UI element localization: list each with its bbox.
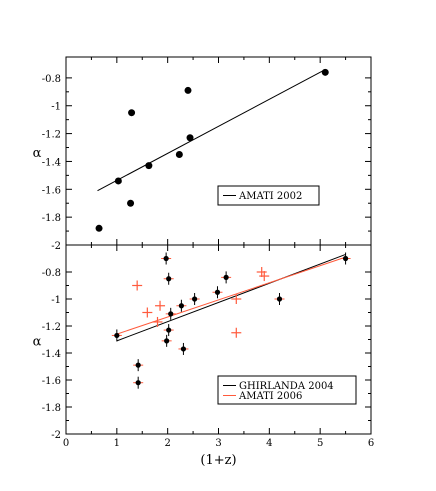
y-tick-label: -1.2 bbox=[42, 130, 61, 141]
x-tick-label: 4 bbox=[266, 438, 272, 449]
y-tick-label: -1.8 bbox=[42, 213, 61, 224]
data-point bbox=[95, 224, 103, 232]
data-point bbox=[178, 342, 189, 355]
data-point-dot bbox=[180, 346, 187, 352]
data-point bbox=[321, 68, 329, 76]
data-point bbox=[128, 109, 136, 117]
data-point bbox=[145, 162, 153, 170]
data-point bbox=[163, 272, 174, 285]
data-point-dot bbox=[163, 255, 169, 262]
y-tick-label: -2 bbox=[51, 430, 61, 441]
data-point-dot bbox=[135, 362, 141, 368]
legend-label: GHIRLANDA 2004 bbox=[239, 381, 334, 392]
data-point bbox=[111, 329, 122, 342]
data-point-dot bbox=[178, 303, 184, 309]
data-point bbox=[175, 150, 183, 158]
data-point bbox=[133, 359, 144, 372]
data-point bbox=[155, 300, 166, 311]
data-point-dot bbox=[114, 332, 120, 339]
data-point bbox=[274, 293, 285, 305]
chart-panel-1: -2 -1.8 -1.6 -1.4 -1.2 -1 -0.8 α AMATI 2002 bbox=[33, 56, 372, 252]
x-tick-label: 1 bbox=[114, 438, 120, 449]
data-point bbox=[161, 252, 172, 265]
data-point-dot bbox=[342, 255, 349, 262]
x-axis-label: (1+z) bbox=[200, 453, 236, 468]
y-axis-label: α bbox=[33, 146, 42, 161]
data-point-dot bbox=[135, 380, 141, 386]
data-point-dot bbox=[168, 311, 174, 317]
data-point-dot bbox=[223, 274, 229, 280]
data-point bbox=[133, 376, 144, 389]
data-point bbox=[256, 267, 267, 277]
data-point-dot bbox=[214, 289, 221, 295]
fit-line bbox=[116, 253, 346, 342]
y-tick-label: -1.6 bbox=[42, 376, 61, 387]
y-tick-label: -1.8 bbox=[42, 403, 61, 414]
x-tick-label: 2 bbox=[164, 438, 170, 449]
data-point-dot bbox=[166, 276, 172, 282]
x-tick-label: 0 bbox=[63, 438, 69, 449]
data-point bbox=[165, 307, 176, 320]
data-point bbox=[114, 177, 122, 185]
plot-frame bbox=[65, 244, 372, 435]
y-tick-label: -0.8 bbox=[42, 74, 61, 85]
legend-box bbox=[217, 375, 357, 405]
data-point bbox=[163, 324, 174, 337]
x-tick-label: 6 bbox=[368, 438, 374, 449]
y-tick-label: -1 bbox=[51, 102, 61, 113]
data-point-dot bbox=[164, 338, 170, 344]
plot-frame bbox=[65, 56, 372, 246]
data-point bbox=[259, 271, 270, 282]
data-point bbox=[340, 252, 351, 265]
data-point bbox=[231, 327, 242, 338]
data-point bbox=[184, 86, 192, 94]
chart-panel-2: -2 -1.8 -1.6 -1.4 -1.2 -1 -0.8 0 1 2 3 4 5 6 α (1+z) GHI… bbox=[33, 244, 374, 468]
y-tick-label: -1.4 bbox=[42, 349, 61, 360]
y-tick-label: -1.6 bbox=[42, 185, 61, 196]
data-point-dot bbox=[276, 296, 283, 302]
data-point bbox=[212, 286, 223, 299]
data-point bbox=[176, 299, 187, 312]
y-tick-label: -1 bbox=[51, 295, 61, 306]
data-point bbox=[152, 316, 163, 327]
y-tick-label: -1.4 bbox=[42, 157, 61, 168]
data-point bbox=[127, 199, 135, 207]
legend-box bbox=[217, 185, 320, 206]
y-tick-label: -1.2 bbox=[42, 322, 61, 333]
data-point bbox=[142, 307, 153, 318]
data-point-dot bbox=[192, 296, 198, 302]
x-tick-label: 5 bbox=[317, 438, 323, 449]
data-point bbox=[161, 334, 172, 347]
y-tick-label: -0.8 bbox=[42, 268, 61, 279]
data-point bbox=[186, 134, 194, 142]
legend-label: AMATI 2006 bbox=[238, 391, 302, 402]
fit-line bbox=[116, 256, 346, 335]
x-tick-label: 3 bbox=[215, 438, 221, 449]
fit-line bbox=[97, 69, 326, 192]
legend: AMATI 2002 bbox=[217, 185, 320, 206]
data-point bbox=[189, 293, 200, 305]
data-point bbox=[231, 294, 242, 304]
legend-label: AMATI 2002 bbox=[238, 191, 302, 202]
y-axis-label: α bbox=[33, 335, 42, 350]
data-point-dot bbox=[166, 327, 172, 333]
data-point bbox=[221, 271, 232, 284]
y-tick-label: -2 bbox=[51, 241, 61, 252]
data-point bbox=[132, 280, 143, 291]
